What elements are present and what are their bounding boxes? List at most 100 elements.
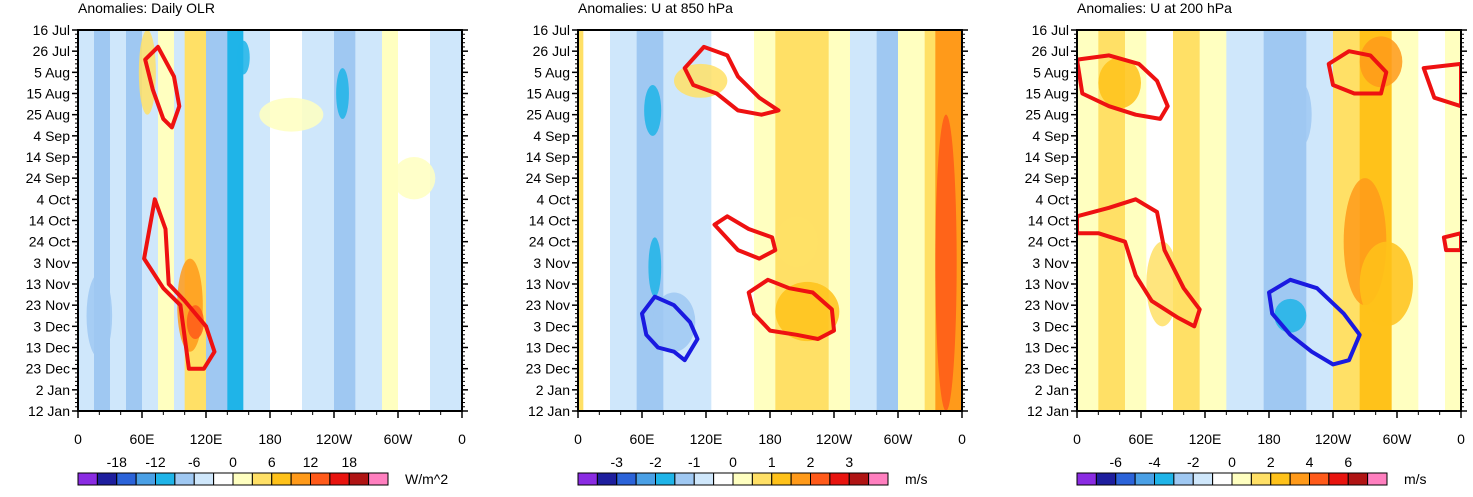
y-tick-label: 23 Nov: [26, 297, 70, 313]
positive-contour: [1077, 53, 1170, 121]
y-tick-label: 15 Aug: [26, 86, 70, 102]
heatmap-patch: [1359, 241, 1414, 327]
colorbar-label: 3: [845, 454, 853, 470]
y-tick-label: 24 Oct: [529, 234, 570, 250]
negative-contour: [1267, 277, 1362, 367]
positive-contour: [746, 277, 836, 341]
colorbar-swatch: [1270, 472, 1291, 486]
x-tick-label: 60E: [630, 431, 655, 447]
y-tick-label: 23 Dec: [526, 361, 570, 377]
heatmap-band: [430, 30, 462, 411]
positive-contour: [712, 214, 778, 261]
panel-u850: Anomalies: U at 850 hPa 16 Jul 26 Jul 5 Aug…: [526, 0, 968, 487]
colorbar-swatch: [616, 472, 637, 486]
y-tick-label: 5 Aug: [34, 64, 70, 80]
colorbar-swatch: [155, 472, 176, 486]
x-tick-label: 180: [1257, 431, 1281, 447]
colorbar-swatch: [751, 472, 773, 486]
heatmap-band: [1445, 30, 1461, 411]
x-tick-label: 0: [574, 431, 582, 447]
heatmap-band: [382, 30, 399, 411]
colorbar-label: -18: [107, 454, 127, 470]
y-tick-label: 4 Oct: [537, 191, 571, 207]
y-tick-label: 4 Sep: [1032, 128, 1069, 144]
colorbar-swatch: [368, 472, 389, 486]
colorbar-swatch: [1309, 472, 1330, 486]
heatmap-band: [1173, 30, 1201, 411]
y-tick-label: 14 Sep: [1025, 149, 1070, 165]
x-tick-label: 0: [458, 431, 466, 447]
heatmap-patch: [648, 237, 662, 297]
positive-contour: [682, 44, 781, 117]
colorbar-swatch: [577, 472, 598, 486]
heatmap-patch: [674, 63, 728, 98]
y-tick-label: 24 Sep: [526, 170, 571, 186]
heatmap-patch: [775, 216, 819, 268]
chart-title: Anomalies: U at 200 hPa: [1077, 0, 1232, 16]
colorbar-swatch: [1289, 472, 1310, 486]
x-tick-label: 180: [758, 431, 782, 447]
colorbar-swatch: [251, 472, 273, 486]
colorbar-swatch: [271, 472, 292, 486]
colorbar-swatch: [1231, 472, 1252, 486]
heatmap-patch: [652, 292, 696, 352]
heatmap-band: [583, 30, 611, 411]
y-tick-label: 2 Jan: [1035, 382, 1069, 398]
heatmap-band: [850, 30, 878, 411]
x-tick-label: 120E: [1189, 431, 1222, 447]
y-tick-label: 2 Jan: [536, 382, 570, 398]
colorbar-swatch: [848, 472, 870, 486]
plot-area: [78, 30, 462, 411]
positive-contour: [1077, 197, 1202, 329]
colorbar-swatch: [655, 472, 676, 486]
heatmap-band: [355, 30, 383, 411]
colorbar-swatch: [771, 472, 792, 486]
colorbar-swatch: [810, 472, 831, 486]
heatmap-band: [1306, 30, 1334, 411]
colorbar-swatch: [174, 472, 195, 486]
y-tick-label: 23 Nov: [1025, 297, 1069, 313]
heatmap-patch: [1274, 298, 1307, 333]
colorbar-swatch: [1347, 472, 1369, 486]
positive-contour: [143, 44, 182, 130]
colorbar-label: 1: [768, 454, 776, 470]
x-tick-label: 60W: [384, 431, 414, 447]
heatmap-band: [243, 30, 271, 411]
colorbar-label: -6: [188, 454, 201, 470]
y-tick-label: 13 Dec: [26, 340, 70, 356]
heatmap-band: [610, 30, 638, 411]
y-tick-label: 12 Jan: [528, 403, 570, 419]
y-tick-label: 14 Oct: [1028, 213, 1069, 229]
colorbar-swatch: [135, 472, 156, 486]
colorbar-label: 12: [303, 454, 319, 470]
heatmap-patch: [392, 157, 436, 200]
colorbar-swatch: [1367, 472, 1388, 486]
colorbar-label: -3: [611, 454, 624, 470]
colorbar: -18 -12 -6 0 6 12 18 W/m^2: [77, 454, 448, 487]
y-tick-label: 14 Sep: [26, 149, 71, 165]
negative-contour: [640, 294, 700, 363]
colorbar-swatch: [1173, 472, 1194, 486]
heatmap-patch: [236, 40, 250, 75]
y-tick-label: 12 Jan: [28, 403, 70, 419]
colorbar: -3 -2 -1 0 1 2 3 m/s: [577, 454, 928, 487]
x-tick-label: 120W: [816, 431, 853, 447]
y-tick-label: 23 Dec: [1025, 361, 1069, 377]
colorbar-swatch: [116, 472, 137, 486]
y-tick-label: 26 Jul: [33, 43, 70, 59]
heatmap-band: [174, 30, 186, 411]
colorbar-label: -2: [1187, 454, 1200, 470]
y-tick-label: 23 Nov: [526, 297, 570, 313]
x-tick-label: 0: [958, 431, 966, 447]
colorbar-swatch: [96, 472, 118, 486]
chart-title: Anomalies: Daily OLR: [78, 0, 215, 16]
colorbar-label: -4: [1148, 454, 1161, 470]
colorbar-swatch: [1192, 472, 1214, 486]
y-tick-label: 4 Sep: [533, 128, 570, 144]
x-tick-label: 120W: [1315, 431, 1352, 447]
heatmap-patch: [259, 97, 324, 132]
y-tick-label: 14 Sep: [526, 149, 571, 165]
heatmap-band: [227, 30, 244, 411]
y-tick-label: 13 Dec: [526, 340, 570, 356]
